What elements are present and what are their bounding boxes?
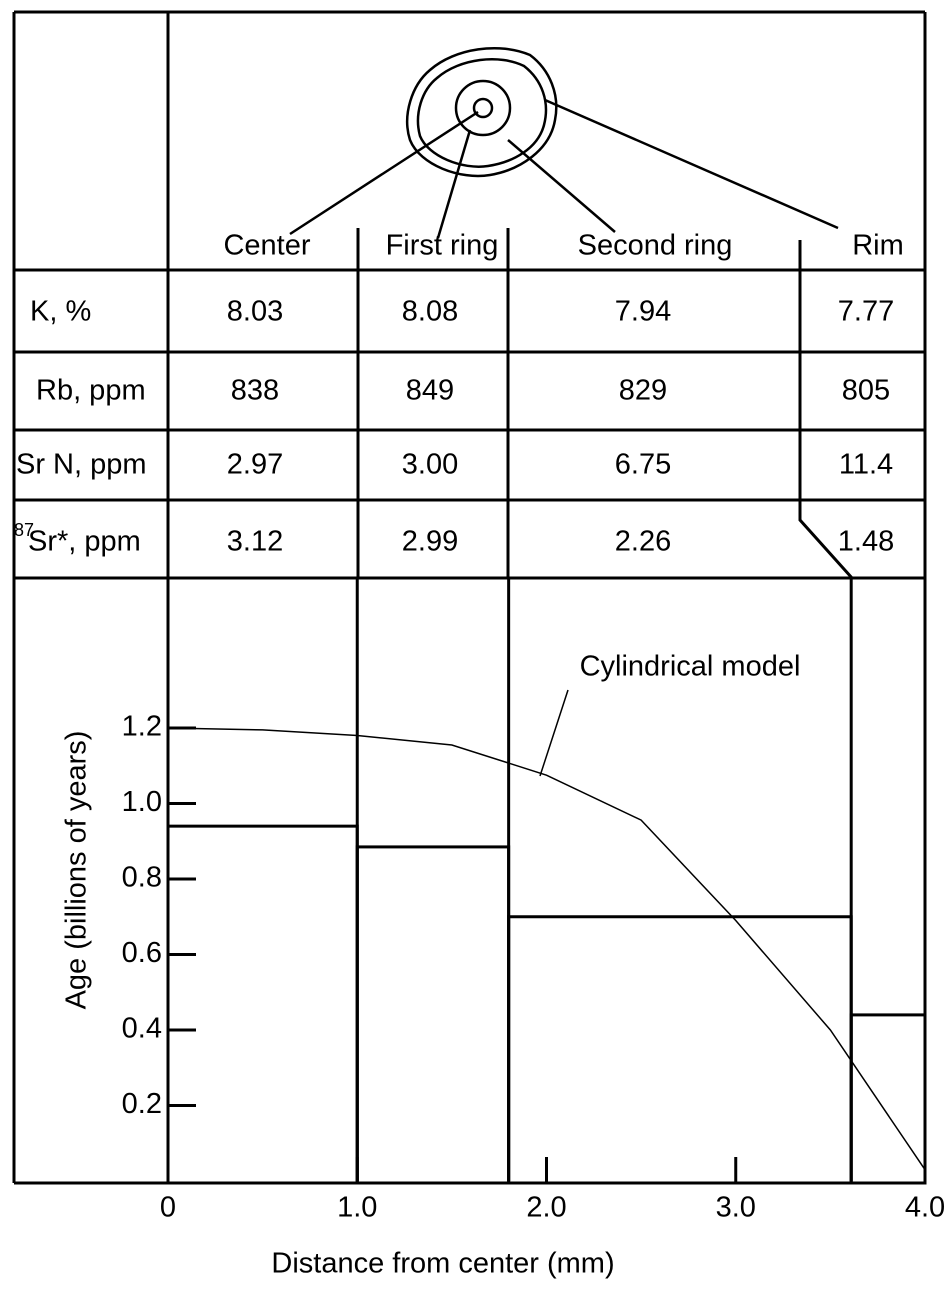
x-tick-label: 2.0	[526, 1192, 566, 1224]
column-header: Rim	[852, 230, 904, 262]
grain-ring	[416, 58, 548, 168]
table-cell: 3.12	[227, 526, 283, 558]
step-bar	[849, 1013, 927, 1185]
column-header: Center	[223, 230, 310, 262]
leader	[436, 129, 472, 239]
grain-drawing	[289, 46, 839, 239]
leader	[289, 110, 479, 236]
step-bar	[507, 915, 853, 1185]
grain-center	[472, 97, 494, 119]
table-cell: 8.03	[227, 296, 283, 328]
table-cell: 11.4	[839, 449, 893, 481]
table-cell: 849	[406, 375, 454, 407]
x-tick-label: 4.0	[905, 1192, 945, 1224]
y-tick-label: 1.2	[122, 711, 162, 743]
row-label: K, %	[30, 296, 91, 328]
table-cell: 2.99	[402, 526, 458, 558]
x-tick-label: 1.0	[337, 1192, 377, 1224]
table-cell: 805	[842, 375, 890, 407]
annotation: Cylindrical model	[580, 651, 801, 683]
leader	[544, 98, 839, 230]
table-cell: 1.48	[838, 526, 894, 558]
x-tick-label: 0	[160, 1192, 176, 1224]
row-label-superscript: 87	[14, 520, 34, 540]
leader	[507, 139, 616, 233]
y-tick-label: 1.0	[122, 786, 162, 818]
y-axis-label: Age (billions of years)	[61, 731, 93, 1010]
table-cell: 829	[619, 375, 667, 407]
row-label: Sr N, ppm	[16, 449, 147, 481]
x-tick-label: 3.0	[716, 1192, 756, 1224]
table-cell: 2.26	[615, 526, 671, 558]
table-cell: 7.94	[615, 296, 671, 328]
table-cell: 6.75	[615, 449, 671, 481]
column-header: Second ring	[578, 230, 733, 262]
row-label: Sr*, ppm	[28, 526, 141, 558]
y-tick-label: 0.8	[122, 862, 162, 894]
step-bar	[355, 845, 511, 1185]
table-cell: 838	[231, 375, 279, 407]
table-cell: 8.08	[402, 296, 458, 328]
table-cell: 7.77	[838, 296, 894, 328]
y-tick-label: 0.6	[122, 937, 162, 969]
table-cell: 2.97	[227, 449, 283, 481]
annotation-leader	[539, 689, 569, 777]
row-label: Rb, ppm	[36, 375, 146, 407]
grain-ring	[454, 79, 512, 137]
model-curve	[167, 727, 926, 1171]
column-header: First ring	[386, 230, 499, 262]
y-tick-label: 0.4	[122, 1013, 162, 1045]
x-axis-label: Distance from center (mm)	[271, 1248, 614, 1280]
table-cell: 3.00	[402, 449, 458, 481]
grain-outline	[406, 46, 558, 178]
y-tick-label: 0.2	[122, 1088, 162, 1120]
column-divider	[798, 240, 854, 580]
step-bar	[166, 824, 359, 1185]
